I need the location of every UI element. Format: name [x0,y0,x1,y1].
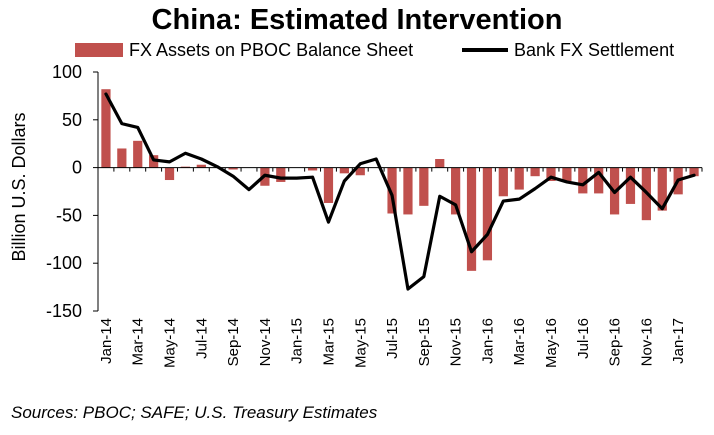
bar-Feb-16 [498,167,508,197]
y-axis-title: Billion U.S. Dollars [9,112,29,262]
bar-Oct-15 [435,159,445,168]
source-note: Sources: PBOC; SAFE; U.S. Treasury Estim… [11,403,378,422]
bar-Sep-15 [419,167,429,206]
legend-swatch-fx-assets [75,43,123,57]
y-tick-label: -150 [46,301,82,321]
x-tick-label: Jul-14 [193,318,210,359]
x-tick-label: May-14 [162,318,179,368]
bar-Feb-14 [117,148,127,168]
y-tick-label: 50 [62,110,82,130]
bar-Jan-14 [101,89,111,168]
bar-Aug-15 [403,167,413,215]
bar-Feb-15 [307,167,318,171]
x-tick-label: Jan-14 [98,318,115,364]
bar-Mar-15 [323,167,334,203]
x-tick-label: Sep-14 [225,318,242,366]
bar-Mar-16 [514,167,524,190]
x-tick-label: Jul-15 [384,318,401,359]
x-tick-label: May-15 [352,318,369,368]
chart-title: China: Estimated Intervention [151,4,563,36]
legend: FX Assets on PBOC Balance Sheet Bank FX … [0,38,714,64]
bar-Sep-14 [228,167,238,170]
bar-Apr-15 [339,167,349,174]
bar-Apr-16 [530,167,540,177]
bar-Feb-17 [689,167,699,177]
legend-swatch-bank-fx [462,48,508,52]
x-tick-label: Mar-16 [511,318,528,366]
bar-Mar-14 [133,140,143,168]
x-tick-label: Nov-15 [448,318,465,366]
x-tick-label: Jan-15 [289,318,306,364]
y-tick-label: 100 [52,62,82,82]
x-tick-label: Mar-14 [130,318,147,366]
y-tick-label: 0 [72,158,82,178]
legend-label-fx-assets: FX Assets on PBOC Balance Sheet [129,40,414,60]
legend-label-bank-fx: Bank FX Settlement [514,40,675,60]
bar-Jul-14 [196,164,206,168]
bar-Jun-16 [562,167,572,181]
x-tick-label: May-16 [543,318,560,368]
line-bank-fx-settlement [104,92,696,291]
bar-Oct-16 [625,167,636,204]
bar-May-15 [355,167,365,176]
bar-May-14 [164,167,175,181]
bar-Jan-16 [482,167,493,261]
bar-Dec-16 [657,167,667,211]
bar-Jul-15 [387,167,397,214]
y-tick-label: -50 [56,205,82,225]
x-tick-label: Jan-16 [479,318,496,364]
x-tick-label: Sep-16 [607,318,624,366]
bar-May-16 [546,167,556,181]
x-tick-label: Jan-17 [670,318,687,364]
legend-item-fx-assets: FX Assets on PBOC Balance Sheet [75,38,413,62]
x-tick-label: Nov-14 [257,318,274,366]
bar-Dec-15 [466,167,477,271]
bar-Jul-16 [578,167,588,194]
x-tick-label: Jul-16 [575,318,592,359]
y-tick-label: -100 [46,253,82,273]
x-tick-label: Mar-15 [320,318,337,366]
x-tick-label: Nov-16 [638,318,655,366]
x-tick-label: Sep-15 [416,318,433,366]
bar-Aug-16 [594,167,604,194]
bar-Nov-15 [451,167,461,215]
bar-Dec-14 [276,167,286,182]
legend-item-bank-fx: Bank FX Settlement [462,38,674,62]
